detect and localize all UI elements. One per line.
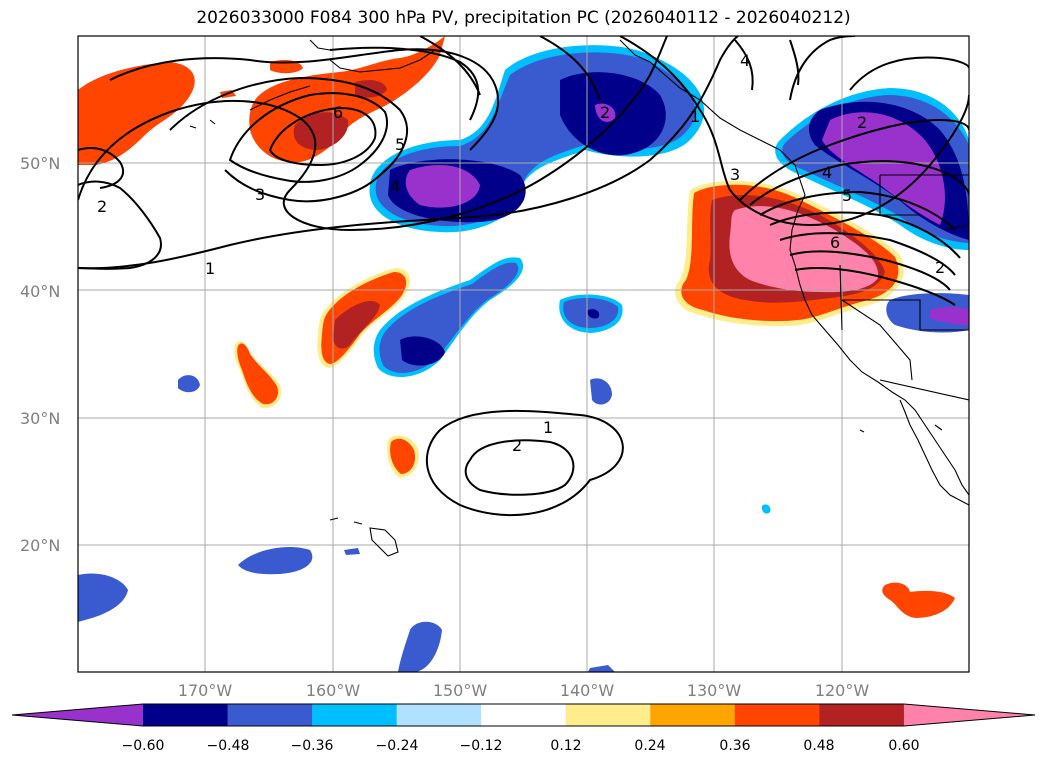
colorbar-segment [650,704,736,726]
contour-label: 2 [935,258,945,277]
colorbar-tick-label: 0.48 [803,738,834,754]
colorbar-segment [565,704,651,726]
coastlines [189,39,969,557]
contour-label: 2 [857,113,867,132]
lat-tick-label: 40°N [20,282,60,301]
lat-tick-label: 50°N [20,154,60,173]
lon-tick-label: 160°W [306,681,361,700]
lat-lon-grid [78,36,969,672]
colorbar-tick-label: 0.24 [634,738,665,754]
contour-labels: 1 2 3 4 5 6 2 1 2 6 5 4 3 2 4 2 1 [97,51,945,455]
contour-label: 5 [842,186,852,205]
contour-label: 2 [600,103,610,122]
negative-anomaly-gulf-of-alaska [369,45,705,233]
latitude-tick-labels: 50°N 40°N 30°N 20°N [20,154,60,555]
contour-label: 5 [395,135,405,154]
colorbar-segment [819,704,905,726]
colorbar-segment [396,704,482,726]
lat-tick-label: 30°N [20,409,60,428]
contour-label: 2 [512,436,522,455]
contour-label: 1 [543,418,553,437]
contour-label: 4 [740,51,750,70]
contour-label: 3 [255,185,265,204]
lon-tick-label: 140°W [560,681,615,700]
lat-tick-label: 20°N [20,536,60,555]
lon-tick-label: 170°W [178,681,233,700]
negative-anomaly-pacific-northwest [775,88,969,250]
colorbar-segment [12,704,143,726]
colorbar-segment [227,704,313,726]
positive-anomaly-aleutian [78,36,445,165]
colorbar-tick-label: −0.60 [122,738,165,754]
lon-tick-label: 120°W [815,681,870,700]
colorbar-tick-label: 0.36 [719,738,750,754]
colorbar-tick-label: 0.12 [550,738,581,754]
colorbar-segment [903,704,1035,726]
colorbar-tick-label: −0.36 [291,738,334,754]
contour-label: 4 [822,163,832,182]
longitude-tick-labels: 170°W 160°W 150°W 140°W 130°W 120°W [178,681,870,700]
colorbar-tick-labels: −0.60 −0.48 −0.36 −0.24 −0.12 0.12 0.24 … [122,738,920,754]
colorbar-tick-label: −0.24 [376,738,419,754]
lon-tick-label: 150°W [433,681,488,700]
lon-tick-label: 130°W [687,681,742,700]
contour-label: 4 [390,177,400,196]
contour-label: 2 [97,197,107,216]
contour-label: 6 [333,103,343,122]
colorbar-segment [143,704,229,726]
contour-label: 1 [690,107,700,126]
map-panel: 1 2 3 4 5 6 2 1 2 6 5 4 3 2 4 2 1 [78,36,969,672]
colorbar-segment [734,704,820,726]
colorbar-segment [312,704,398,726]
pv-contours [78,36,969,517]
map-title: 2026033000 F084 300 hPa PV, precipitatio… [196,8,851,28]
map-frame [77,35,970,673]
colorbar-tick-label: 0.60 [888,738,919,754]
colorbar-tick-label: −0.12 [460,738,503,754]
colorbar-outline [11,703,1036,727]
positive-anomaly-subtropical [234,268,955,618]
colorbar-segment [481,704,567,726]
contour-label: 6 [830,233,840,252]
colorbar-tick-label: −0.48 [207,738,250,754]
contour-label: 1 [205,259,215,278]
contour-label: 3 [730,165,740,184]
colorbar [11,703,1036,727]
